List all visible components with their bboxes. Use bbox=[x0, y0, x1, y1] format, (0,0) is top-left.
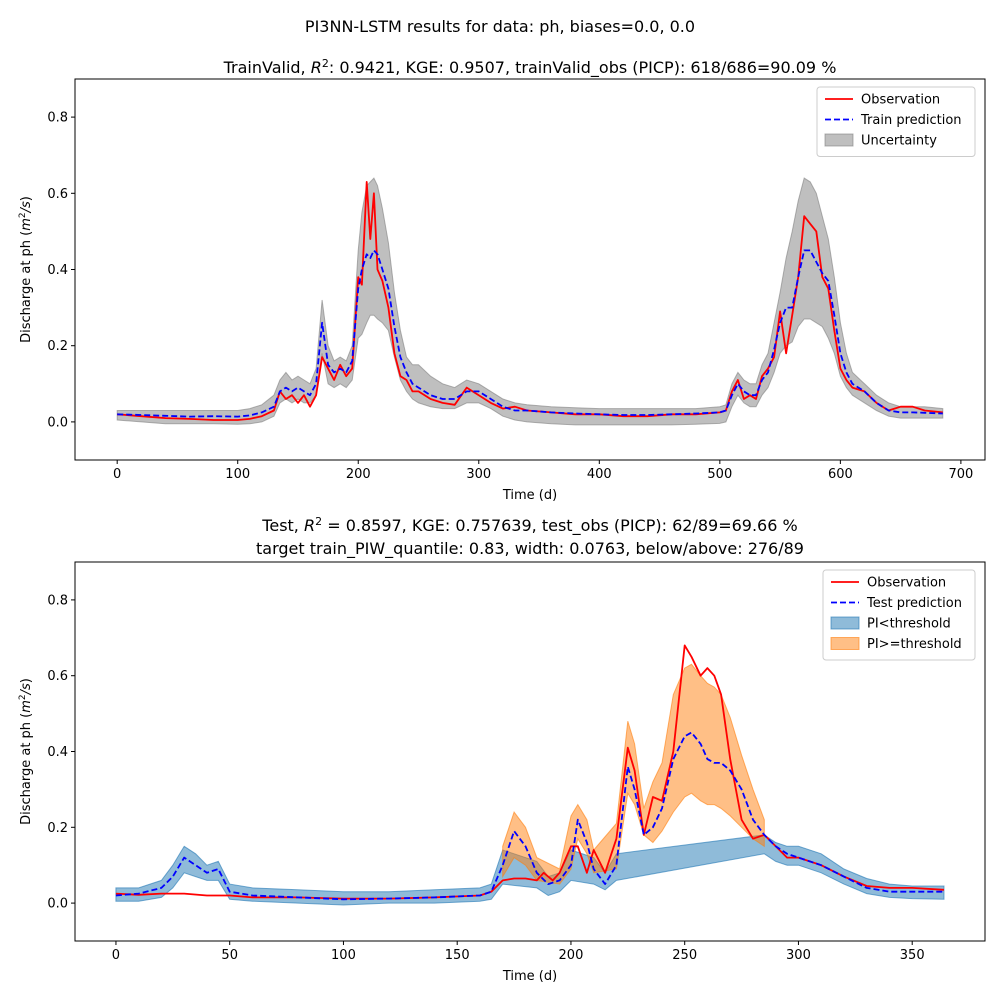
legend-box bbox=[822, 569, 976, 661]
y-tick-label: 0.6 bbox=[47, 187, 68, 202]
legend-label: PI<threshold bbox=[867, 617, 951, 632]
plot-area bbox=[116, 177, 944, 426]
series-observation bbox=[117, 180, 943, 421]
x-tick-label: 50 bbox=[221, 948, 238, 963]
subplot-1: TrainValid, R2: 0.9421, KGE: 0.9507, tra… bbox=[18, 57, 986, 503]
y-tick-label: 0.4 bbox=[47, 263, 68, 278]
x-tick-label: 700 bbox=[948, 467, 973, 482]
x-tick-label: 600 bbox=[828, 467, 853, 482]
legend: Observation Test prediction PI<threshold PI… bbox=[822, 569, 976, 661]
x-tick-label: 500 bbox=[707, 467, 732, 482]
band-uncertainty bbox=[116, 177, 944, 426]
x-tick-label: 100 bbox=[331, 948, 356, 963]
x-axis-label: Time (d) bbox=[502, 488, 557, 503]
legend-swatch bbox=[824, 133, 854, 147]
x-tick-label: 300 bbox=[466, 467, 491, 482]
y-axis-label: Discharge at ph (m2/s) bbox=[18, 196, 34, 343]
x-tick-label: 200 bbox=[559, 948, 584, 963]
x-tick-label: 150 bbox=[445, 948, 470, 963]
legend-swatch bbox=[830, 637, 860, 650]
y-tick-label: 0.4 bbox=[47, 745, 68, 760]
x-tick-label: 0 bbox=[112, 948, 120, 963]
series-test-prediction bbox=[115, 731, 944, 901]
legend-box bbox=[816, 86, 976, 157]
subplot-subtitle: target train_PIW_quantile: 0.83, width: … bbox=[256, 539, 804, 559]
legend-label: Observation bbox=[861, 93, 940, 108]
band-pi-threshold bbox=[502, 663, 765, 885]
x-tick-label: 100 bbox=[225, 467, 250, 482]
figure-suptitle: PI3NN-LSTM results for data: ph, biases=… bbox=[304, 17, 696, 36]
x-tick-label: 300 bbox=[786, 948, 811, 963]
legend: Observation Train prediction Uncertainty bbox=[816, 86, 976, 157]
x-axis-label: Time (d) bbox=[502, 969, 557, 984]
x-tick-label: 0 bbox=[113, 467, 121, 482]
y-tick-label: 0.8 bbox=[47, 111, 68, 126]
legend-label: Uncertainty bbox=[861, 134, 937, 149]
y-tick-label: 0.2 bbox=[47, 339, 68, 354]
y-axis-label: Discharge at ph (m2/s) bbox=[18, 678, 34, 825]
subplot-2: Test, R2 = 0.8597, KGE: 0.757639, test_o… bbox=[18, 515, 986, 984]
x-tick-label: 200 bbox=[346, 467, 371, 482]
plot-area bbox=[115, 644, 945, 906]
subplot-title: Test, R2 = 0.8597, KGE: 0.757639, test_o… bbox=[261, 515, 797, 536]
x-tick-label: 350 bbox=[900, 948, 925, 963]
legend-swatch bbox=[830, 616, 860, 630]
y-tick-label: 0.0 bbox=[47, 897, 68, 912]
y-tick-label: 0.8 bbox=[47, 593, 68, 608]
x-tick-label: 400 bbox=[587, 467, 612, 482]
legend-label: Train prediction bbox=[860, 113, 962, 128]
subplot-title: TrainValid, R2: 0.9421, KGE: 0.9507, tra… bbox=[223, 57, 837, 78]
legend-label: Test prediction bbox=[866, 596, 962, 611]
legend-label: Observation bbox=[867, 576, 946, 591]
y-tick-label: 0.0 bbox=[47, 415, 68, 430]
series-train-prediction bbox=[117, 249, 943, 418]
y-tick-label: 0.6 bbox=[47, 669, 68, 684]
y-tick-label: 0.2 bbox=[47, 821, 68, 836]
legend-label: PI>=threshold bbox=[867, 637, 962, 652]
x-tick-label: 250 bbox=[672, 948, 697, 963]
